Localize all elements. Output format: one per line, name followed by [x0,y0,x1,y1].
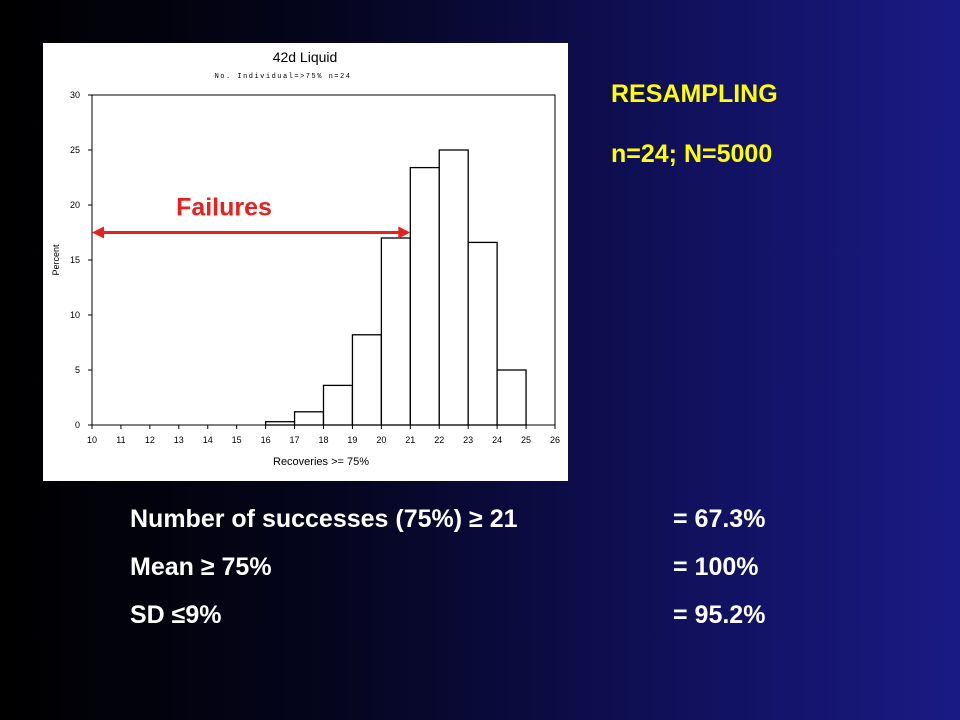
x-tick-label: 10 [87,435,97,445]
failures-arrow-left-head [92,226,104,239]
x-tick-label: 20 [376,435,386,445]
x-tick-label: 11 [116,435,125,445]
x-tick-label: 22 [434,435,444,445]
y-axis-label: Percent [51,244,61,276]
x-axis-label: Recoveries >= 75% [273,456,369,468]
resampling-params: n=24; N=5000 [611,140,773,168]
resampling-heading: RESAMPLING [611,80,778,108]
failures-label: Failures [176,194,272,222]
x-tick-label: 21 [405,435,415,445]
x-tick-label: 26 [550,435,560,445]
histogram-bar [264,421,296,426]
x-tick-label: 19 [347,435,357,445]
y-tick-label: 5 [75,365,80,375]
x-tick-label: 23 [463,435,473,445]
stat-value: = 67.3% [673,505,766,533]
stat-label: Mean ≥ 75% [130,553,272,581]
histogram-bar [409,166,440,426]
histogram-bar [380,237,411,426]
x-tick-label: 15 [232,435,242,445]
y-tick-label: 10 [70,310,80,320]
histogram-chart: 0 5 10 15 20 25 30 10 11 12 13 14 15 16 17 18 19 20 21 22 23… [51,49,560,468]
histogram-panel: 0 5 10 15 20 25 30 10 11 12 13 14 15 16 17 18 19 20 21 22 23… [43,43,568,481]
y-tick-label: 30 [70,90,80,100]
x-tick-label: 14 [203,435,213,445]
stat-label: Number of successes (75%) ≥ 21 [130,505,518,533]
y-tick-label: 20 [70,200,80,210]
histogram-bar [496,369,527,426]
stat-value: = 100% [673,553,759,581]
y-tick-label: 0 [75,420,80,430]
failures-arrow-right-head [398,226,411,239]
histogram-bar [467,241,498,426]
y-tick-label: 25 [70,145,80,155]
x-tick-label: 25 [521,435,531,445]
histogram-bar [293,411,325,426]
histogram-bar [438,149,469,426]
chart-subtitle: No. Individual=>75% n=24 [215,73,352,81]
histogram-bar [351,334,383,426]
x-tick-label: 12 [145,435,155,445]
x-tick-label: 17 [290,435,300,445]
x-tick-label: 24 [492,435,502,445]
histogram-bar [322,384,354,426]
x-tick-label: 18 [318,435,328,445]
stat-value: = 95.2% [673,601,766,629]
stat-label: SD ≤9% [130,601,222,629]
y-tick-label: 15 [70,255,80,265]
chart-title: 42d Liquid [273,49,338,65]
x-tick-label: 16 [261,435,271,445]
x-tick-label: 13 [174,435,184,445]
